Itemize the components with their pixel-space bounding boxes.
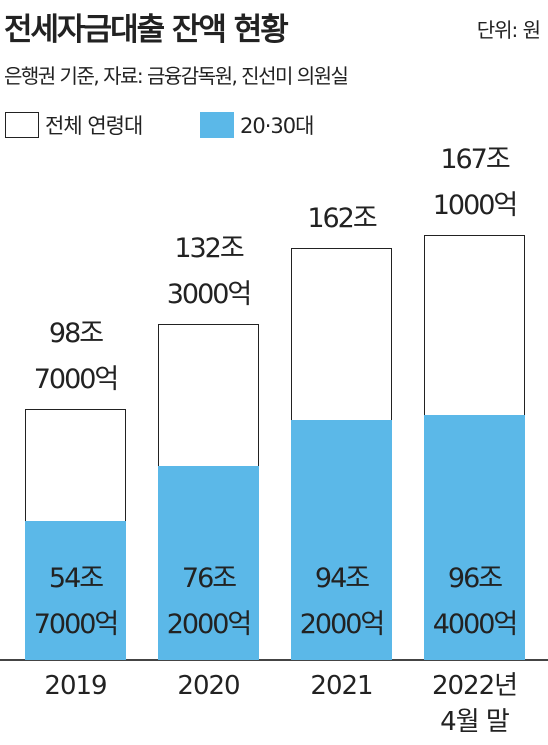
baseline [0, 659, 548, 661]
unit-note: 단위: 원 [476, 18, 541, 42]
legend-label: 20·30대 [240, 114, 314, 138]
value-label: 132조 3000억 [166, 232, 253, 310]
value-label: 98조 7000억 [33, 318, 120, 396]
x-tick-label: 2021 [310, 671, 373, 701]
legend-swatch [5, 112, 39, 138]
value-label: 94조 2000억 [299, 563, 386, 640]
legend-label: 전체 연령대 [45, 114, 143, 138]
chart-title: 전세자금대출 잔액 현황 [4, 12, 289, 48]
value-label: 96조 4000억 [432, 563, 519, 640]
legend-swatch [200, 112, 234, 138]
value-label: 167조 1000억 [432, 144, 519, 222]
bar [424, 414, 525, 660]
bar [25, 520, 126, 660]
value-label: 76조 2000억 [166, 563, 253, 640]
x-tick-label: 2022년 4월 말 [431, 671, 518, 737]
x-tick-label: 2020 [177, 671, 240, 701]
value-label: 162조 [307, 203, 377, 235]
bar [291, 420, 392, 660]
value-label: 54조 7000억 [33, 563, 120, 640]
bar [158, 466, 259, 660]
subtitle: 은행권 기준, 자료: 금융감독원, 진선미 의원실 [4, 64, 349, 88]
x-tick-label: 2019 [44, 671, 107, 701]
